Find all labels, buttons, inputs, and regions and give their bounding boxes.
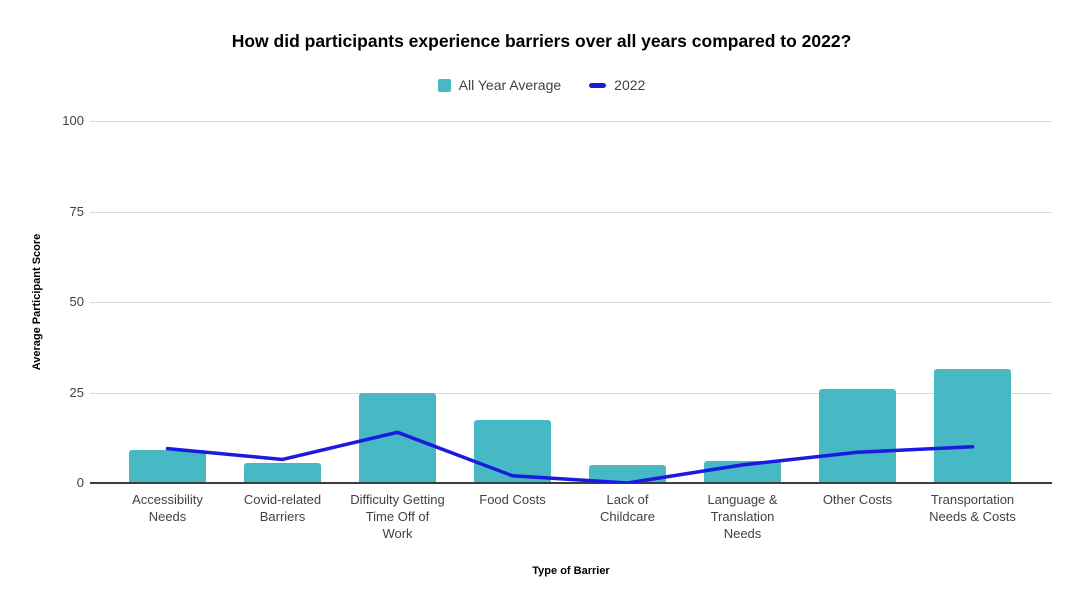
bar-food-costs [474,419,551,483]
y-tick-label-0: 0 [76,475,84,490]
x-label-slot: Accessibility Needs [110,491,225,542]
x-category-label: Covid-related Barriers [243,492,322,524]
bar-other-costs [819,388,896,483]
gridline-25 [90,392,1052,394]
bar-slot [685,121,800,483]
bar-slot [915,121,1030,483]
x-category-label: Difficulty Getting Time Off of Work [350,492,445,541]
x-category-label: Transportation Needs & Costs [929,492,1016,524]
x-label-slot: Food Costs [455,491,570,542]
x-axis-line [90,482,1052,484]
x-label-slot: Other Costs [800,491,915,542]
gridline-75 [90,211,1052,213]
x-axis-title: Type of Barrier [532,565,610,577]
legend: All Year Average 2022 [0,77,1083,93]
y-tick-label-75: 75 [69,203,84,219]
x-label-slot: Lack of Childcare [570,491,685,542]
bar-slot [225,121,340,483]
x-category-label: Other Costs [822,492,893,507]
chart-title: How did participants experience barriers… [231,31,852,51]
bar-slot [800,121,915,483]
bar-covid-related-barriers [244,463,321,483]
legend-item-all-year-average: All Year Average [437,77,562,93]
line-series-swatch-icon [589,82,607,88]
gridline-100 [90,121,1052,122]
bar-slot [570,121,685,483]
y-tick-label-25: 25 [69,384,84,400]
bar-accessibility-needs [129,450,206,483]
x-category-label: Food Costs [479,492,546,507]
bar-slot [110,121,225,483]
bar-transportation-needs-costs [934,368,1011,483]
bar-language-translation-needs [704,461,781,483]
bar-slot [455,121,570,483]
x-label-slot: Covid-related Barriers [225,491,340,542]
bars-layer [110,121,1030,483]
x-category-label: Lack of Childcare [600,492,655,524]
x-axis-labels: Accessibility Needs Covid-related Barrier… [110,491,1030,542]
bar-slot [340,121,455,483]
legend-label-all-year-average: All Year Average [458,77,562,93]
x-category-label: Accessibility Needs [132,492,203,524]
gridline-50 [90,302,1052,303]
x-label-slot: Language & Translation Needs [685,491,800,542]
legend-item-2022: 2022 [589,77,645,93]
y-axis-ticks: 0 25 50 75 100 [0,113,84,490]
legend-label-2022: 2022 [614,77,646,93]
bar-difficulty-getting-time-off-of-work [359,392,436,483]
y-tick-label-50: 50 [69,294,84,309]
bar-series-swatch-icon [437,78,451,92]
x-category-label: Language & Translation Needs [707,492,778,541]
bar-lack-of-childcare [589,464,666,483]
x-label-slot: Difficulty Getting Time Off of Work [340,491,455,542]
y-tick-label-100: 100 [62,113,84,128]
x-label-slot: Transportation Needs & Costs [915,491,1030,542]
